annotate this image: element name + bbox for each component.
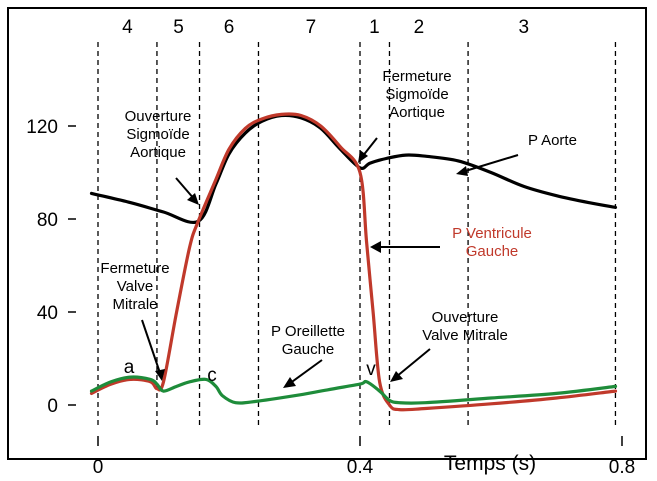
arrow-mitrale-open — [395, 348, 431, 378]
svg-text:Valve: Valve — [117, 278, 153, 295]
wave-a-label: a — [124, 357, 135, 378]
arrowhead-p-aorte — [456, 166, 468, 176]
phase-label-7: 7 — [306, 17, 317, 38]
wave-c-label: c — [207, 365, 217, 386]
series-line-2 — [89, 375, 618, 405]
svg-text:Sigmoïde: Sigmoïde — [385, 86, 448, 103]
label-p-aorte: P Aorte — [528, 132, 577, 149]
x-tick-label-0.4: 0.4 — [347, 457, 374, 478]
arrow-p-oreillette — [288, 359, 323, 385]
svg-text:Fermeture: Fermeture — [100, 260, 169, 277]
svg-text:Valve Mitrale: Valve Mitrale — [422, 327, 508, 344]
svg-text:Gauche: Gauche — [466, 243, 519, 260]
svg-text:Aortique: Aortique — [389, 104, 445, 121]
annotation-arrows — [141, 137, 519, 388]
phase-label-4: 4 — [122, 17, 133, 38]
x-axis-label: Temps (s) — [444, 452, 536, 475]
phase-label-1: 1 — [369, 17, 380, 38]
arrowhead-mitrale-close — [155, 369, 165, 381]
phase-label-5: 5 — [173, 17, 184, 38]
plot-frame — [7, 7, 647, 460]
y-tick-label-80: 80 — [37, 210, 58, 231]
arrowhead-mitrale-open — [390, 371, 403, 382]
svg-text:Aortique: Aortique — [130, 144, 186, 161]
label-p-ventricule: P Ventricule Gauche — [452, 225, 532, 260]
svg-text:Sigmoïde: Sigmoïde — [126, 126, 189, 143]
annotation-sigmoide-close: Fermeture Sigmoïde Aortique — [382, 68, 451, 121]
svg-text:Fermeture: Fermeture — [382, 68, 451, 85]
svg-text:Mitrale: Mitrale — [112, 296, 157, 313]
svg-text:P Oreillette: P Oreillette — [271, 323, 345, 340]
y-tick-label-120: 120 — [26, 117, 58, 138]
y-tick-label-0: 0 — [47, 396, 58, 417]
phase-label-2: 2 — [414, 17, 425, 38]
svg-text:P Ventricule: P Ventricule — [452, 225, 532, 242]
annotation-mitrale-open: Ouverture Valve Mitrale — [422, 309, 508, 344]
svg-text:Ouverture: Ouverture — [125, 108, 192, 125]
svg-text:Ouverture: Ouverture — [432, 309, 499, 326]
x-axis: 0 0.4 0.8 Temps (s) — [93, 436, 635, 478]
x-tick-label-0.8: 0.8 — [609, 457, 635, 478]
arrow-p-aorte — [461, 154, 519, 173]
x-tick-label-0: 0 — [93, 457, 104, 478]
arrow-mitrale-close — [141, 319, 161, 374]
svg-text:Gauche: Gauche — [282, 341, 335, 358]
series-lines — [89, 112, 618, 412]
arrowhead-sigmoide-close — [358, 150, 368, 163]
arrowhead-sigmoide-open — [187, 193, 199, 205]
wave-v-label: v — [366, 359, 376, 380]
phase-label-3: 3 — [518, 17, 529, 38]
y-axis: 0 40 80 120 — [26, 117, 76, 417]
arrowhead-p-ventricule — [370, 241, 381, 253]
arrowhead-p-oreillette — [283, 377, 296, 388]
label-p-oreillette: P Oreillette Gauche — [271, 323, 345, 358]
annotation-sigmoide-open: Ouverture Sigmoïde Aortique — [125, 108, 192, 161]
annotation-mitrale-close: Fermeture Valve Mitrale — [100, 260, 169, 313]
phase-boundaries — [97, 42, 617, 425]
y-tick-label-40: 40 — [37, 303, 58, 324]
phase-labels: 4 5 6 7 1 2 3 — [122, 17, 529, 38]
phase-label-6: 6 — [224, 17, 235, 38]
